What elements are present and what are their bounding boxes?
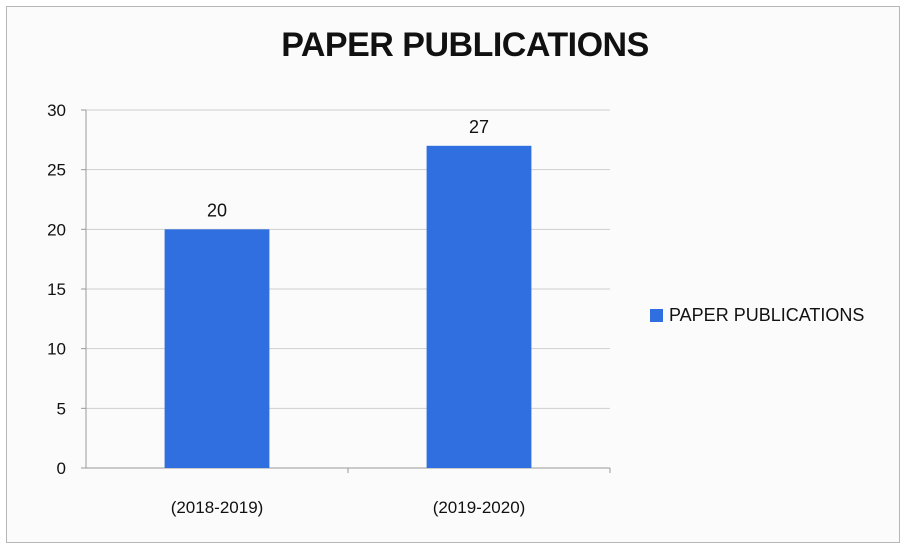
legend: PAPER PUBLICATIONS [650, 305, 864, 326]
legend-label: PAPER PUBLICATIONS [669, 305, 865, 325]
y-tick-label: 20 [47, 220, 66, 239]
y-tick-label: 25 [47, 161, 66, 180]
data-label: 20 [207, 200, 227, 220]
y-tick-label: 0 [57, 459, 66, 478]
y-tick-label: 5 [57, 399, 66, 418]
data-label: 27 [469, 117, 489, 137]
y-tick-label: 30 [47, 101, 66, 120]
x-tick-label: (2019-2020) [433, 498, 526, 517]
bar [164, 229, 270, 468]
bars [164, 145, 532, 469]
labels: 0 5 10 15 20 25 30 (2018-2019) 20 (2019-2020) 27 [47, 101, 525, 517]
x-tick-label: (2018-2019) [171, 498, 264, 517]
legend-swatch [650, 309, 663, 322]
y-tick-label: 15 [47, 280, 66, 299]
chart-title: PAPER PUBLICATIONS [281, 26, 649, 64]
bar [426, 145, 532, 469]
y-tick-label: 10 [47, 340, 66, 359]
